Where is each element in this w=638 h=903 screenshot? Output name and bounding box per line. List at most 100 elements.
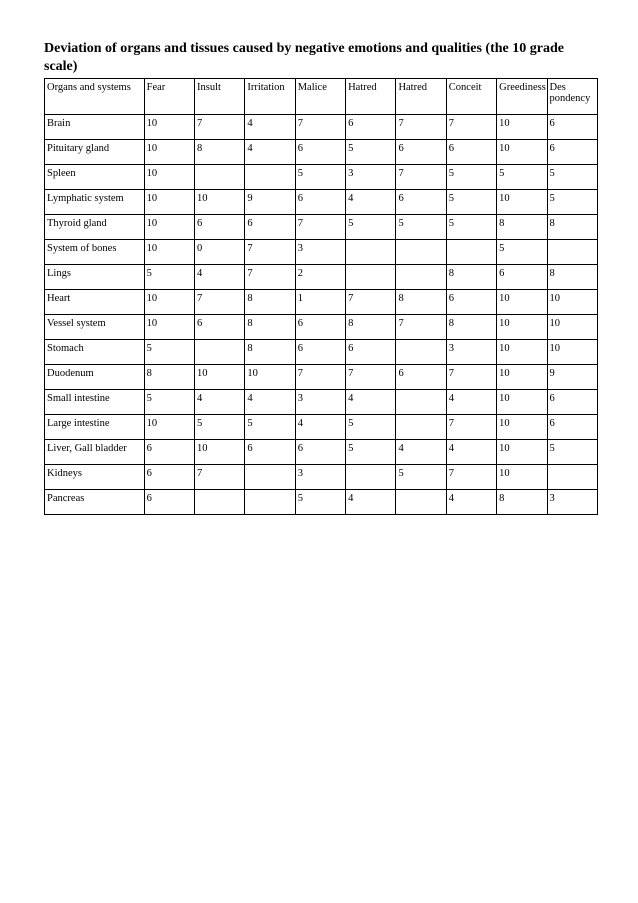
- value-cell: [245, 165, 295, 190]
- table-row: Large intestine1055457106: [45, 415, 598, 440]
- col-header: Malice: [295, 79, 345, 115]
- col-header: Insult: [195, 79, 245, 115]
- value-cell: 5: [396, 465, 446, 490]
- organ-cell: System of bones: [45, 240, 145, 265]
- value-cell: 6: [295, 340, 345, 365]
- value-cell: 2: [295, 265, 345, 290]
- value-cell: 10: [245, 365, 295, 390]
- value-cell: 5: [446, 190, 496, 215]
- value-cell: [446, 240, 496, 265]
- col-header: Hatred: [396, 79, 446, 115]
- value-cell: 10: [497, 290, 547, 315]
- value-cell: 6: [295, 440, 345, 465]
- value-cell: [396, 240, 446, 265]
- value-cell: 4: [446, 390, 496, 415]
- value-cell: 3: [346, 165, 396, 190]
- table-row: Lymphatic system101096465105: [45, 190, 598, 215]
- organ-cell: Lymphatic system: [45, 190, 145, 215]
- value-cell: 7: [195, 465, 245, 490]
- table-header-row: Organs and systems Fear Insult Irritatio…: [45, 79, 598, 115]
- col-header: Fear: [144, 79, 194, 115]
- value-cell: 6: [295, 315, 345, 340]
- value-cell: 6: [396, 190, 446, 215]
- value-cell: 5: [547, 165, 597, 190]
- value-cell: 4: [396, 440, 446, 465]
- value-cell: 8: [396, 290, 446, 315]
- value-cell: 10: [497, 465, 547, 490]
- col-header: Organs and systems: [45, 79, 145, 115]
- value-cell: [396, 265, 446, 290]
- value-cell: 10: [547, 290, 597, 315]
- value-cell: [346, 240, 396, 265]
- value-cell: 7: [446, 465, 496, 490]
- col-header: Conceit: [446, 79, 496, 115]
- deviation-table: Organs and systems Fear Insult Irritatio…: [44, 78, 598, 515]
- value-cell: 6: [446, 140, 496, 165]
- table-row: Spleen10537555: [45, 165, 598, 190]
- organ-cell: Thyroid gland: [45, 215, 145, 240]
- value-cell: 7: [295, 115, 345, 140]
- value-cell: 3: [295, 240, 345, 265]
- organ-cell: Vessel system: [45, 315, 145, 340]
- value-cell: 5: [446, 215, 496, 240]
- value-cell: 7: [245, 240, 295, 265]
- table-row: Brain10747677106: [45, 115, 598, 140]
- organ-cell: Liver, Gall bladder: [45, 440, 145, 465]
- value-cell: 6: [446, 290, 496, 315]
- value-cell: 10: [195, 365, 245, 390]
- value-cell: [346, 265, 396, 290]
- value-cell: 8: [497, 215, 547, 240]
- value-cell: 4: [245, 115, 295, 140]
- value-cell: 5: [144, 390, 194, 415]
- col-header: Greediness: [497, 79, 547, 115]
- table-row: Liver, Gall bladder61066544105: [45, 440, 598, 465]
- table-row: Heart107817861010: [45, 290, 598, 315]
- value-cell: 10: [144, 215, 194, 240]
- value-cell: 1: [295, 290, 345, 315]
- value-cell: [396, 490, 446, 515]
- value-cell: 4: [446, 490, 496, 515]
- table-row: Vessel system106868781010: [45, 315, 598, 340]
- value-cell: 10: [144, 315, 194, 340]
- value-cell: [396, 390, 446, 415]
- value-cell: 7: [346, 365, 396, 390]
- col-header: Irritation: [245, 79, 295, 115]
- value-cell: 5: [346, 415, 396, 440]
- document-page: Deviation of organs and tissues caused b…: [0, 0, 638, 555]
- value-cell: 8: [195, 140, 245, 165]
- value-cell: 7: [396, 165, 446, 190]
- value-cell: 8: [245, 340, 295, 365]
- value-cell: 5: [396, 215, 446, 240]
- table-row: Pancreas654483: [45, 490, 598, 515]
- value-cell: 5: [144, 265, 194, 290]
- value-cell: 7: [446, 415, 496, 440]
- table-row: Kidneys6735710: [45, 465, 598, 490]
- value-cell: 5: [245, 415, 295, 440]
- organ-cell: Small intestine: [45, 390, 145, 415]
- table-row: Duodenum810107767109: [45, 365, 598, 390]
- value-cell: [346, 465, 396, 490]
- value-cell: 4: [245, 390, 295, 415]
- value-cell: 5: [547, 190, 597, 215]
- value-cell: 10: [144, 240, 194, 265]
- value-cell: 3: [295, 465, 345, 490]
- value-cell: 6: [396, 140, 446, 165]
- value-cell: 7: [346, 290, 396, 315]
- value-cell: 10: [547, 340, 597, 365]
- value-cell: 6: [396, 365, 446, 390]
- value-cell: 4: [346, 190, 396, 215]
- organ-cell: Duodenum: [45, 365, 145, 390]
- value-cell: 4: [346, 490, 396, 515]
- value-cell: 5: [144, 340, 194, 365]
- value-cell: 5: [446, 165, 496, 190]
- value-cell: 6: [245, 440, 295, 465]
- value-cell: 6: [547, 390, 597, 415]
- table-row: Small intestine544344106: [45, 390, 598, 415]
- value-cell: 4: [446, 440, 496, 465]
- value-cell: 5: [295, 490, 345, 515]
- value-cell: 10: [497, 140, 547, 165]
- value-cell: [195, 340, 245, 365]
- table-row: Pituitary gland10846566106: [45, 140, 598, 165]
- value-cell: 6: [295, 190, 345, 215]
- value-cell: 8: [245, 290, 295, 315]
